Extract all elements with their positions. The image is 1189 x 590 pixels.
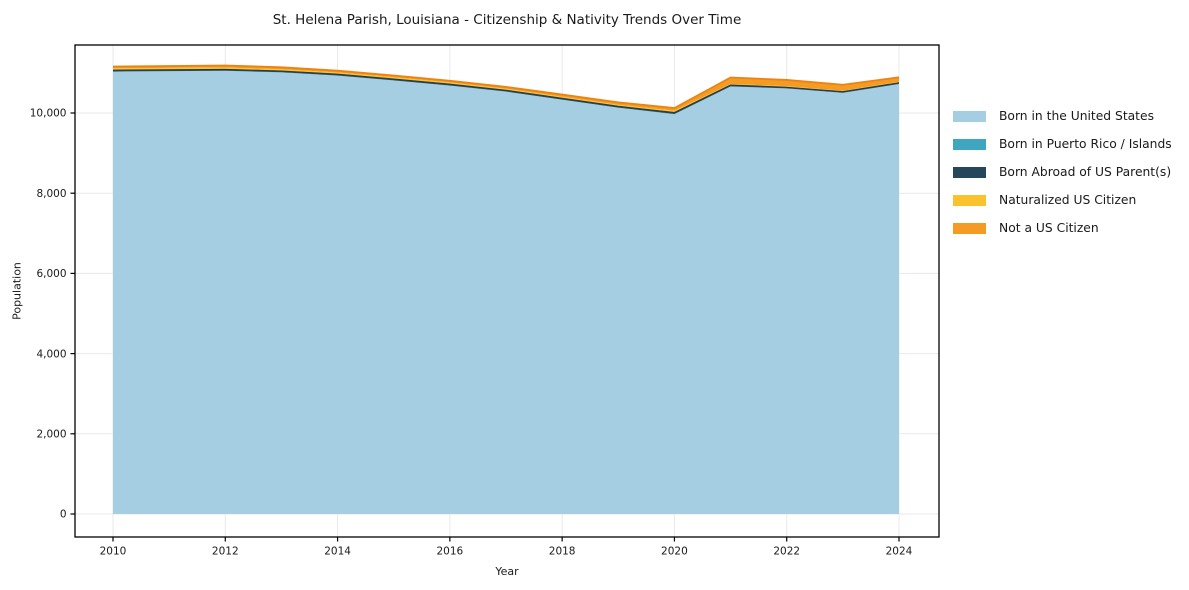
area-edge-born-abroad-of-us-parent-s xyxy=(112,68,900,113)
legend-label: Born in the United States xyxy=(999,109,1154,123)
legend-swatch-icon xyxy=(953,194,986,206)
chart-title: St. Helena Parish, Louisiana - Citizensh… xyxy=(272,12,742,28)
area-not-a-us-citizen xyxy=(113,65,899,111)
y-tick-label: 8,000 xyxy=(36,188,66,200)
legend-swatch-icon xyxy=(953,222,986,234)
area-edge-not-a-us-citizen xyxy=(112,64,900,109)
x-tick-label: 2024 xyxy=(886,546,913,558)
y-tick-label: 6,000 xyxy=(36,268,66,280)
legend-item-naturalized-us-citizen: Naturalized US Citizen xyxy=(953,186,1172,214)
x-tick-label: 2012 xyxy=(212,546,239,558)
legend-swatch-icon xyxy=(953,138,986,150)
legend-label: Born Abroad of US Parent(s) xyxy=(999,165,1172,179)
x-tick-label: 2022 xyxy=(773,546,800,558)
legend-label: Born in Puerto Rico / Islands xyxy=(999,137,1172,151)
y-axis-label: Population xyxy=(10,262,24,320)
x-tick-label: 2010 xyxy=(100,546,127,558)
x-tick-label: 2018 xyxy=(549,546,576,558)
legend-item-not-a-us-citizen: Not a US Citizen xyxy=(953,214,1172,242)
x-tick-label: 2020 xyxy=(661,546,688,558)
legend-label: Naturalized US Citizen xyxy=(999,193,1137,207)
plot-border xyxy=(74,44,940,538)
y-tick-label: 4,000 xyxy=(36,348,66,360)
x-tick-label: 2016 xyxy=(436,546,463,558)
legend-swatch-icon xyxy=(953,110,986,122)
legend-item-born-in-the-united-states: Born in the United States xyxy=(953,102,1172,130)
legend-item-born-abroad-of-us-parent-s: Born Abroad of US Parent(s) xyxy=(953,158,1172,186)
legend: Born in the United States Born in Puerto … xyxy=(953,102,1172,242)
x-axis-label: Year xyxy=(495,565,519,578)
x-tick-label: 2014 xyxy=(324,546,351,558)
legend-label: Not a US Citizen xyxy=(999,221,1099,235)
legend-item-born-in-puerto-rico-islands: Born in Puerto Rico / Islands xyxy=(953,130,1172,158)
area-born-in-the-united-states xyxy=(113,70,899,515)
y-tick-label: 10,000 xyxy=(30,108,67,120)
legend-swatch-icon xyxy=(953,166,986,178)
y-tick-label: 2,000 xyxy=(36,429,66,441)
y-tick-label: 0 xyxy=(60,509,67,521)
